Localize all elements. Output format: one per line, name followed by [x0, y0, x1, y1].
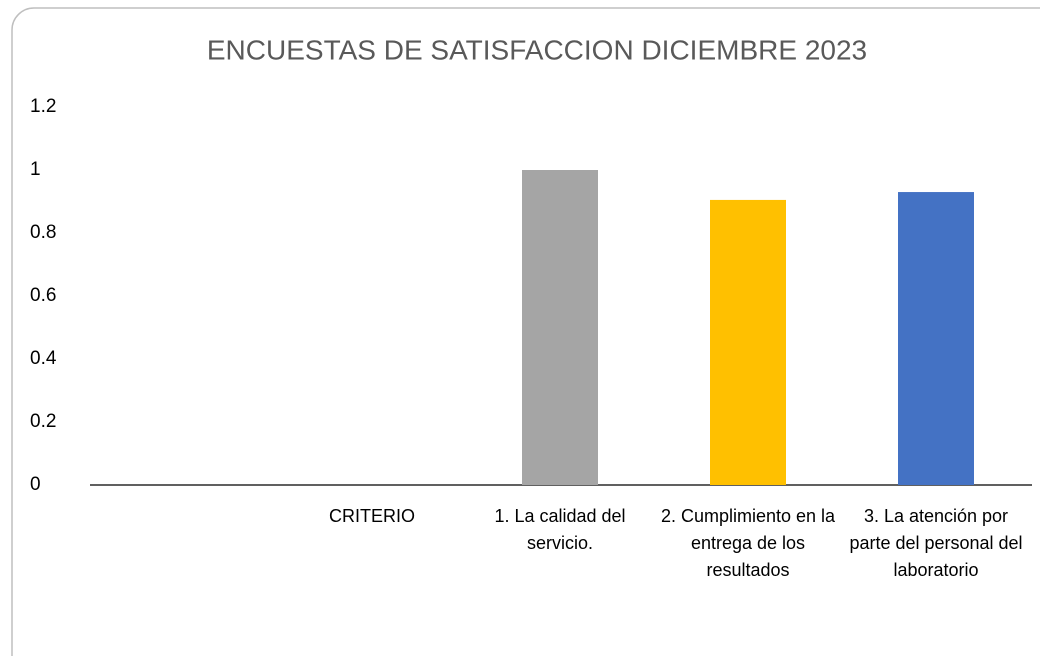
- chart-title: ENCUESTAS DE SATISFACCION DICIEMBRE 2023: [207, 34, 867, 65]
- x-tick-label: 2. Cumplimiento en la entrega de los res…: [660, 506, 836, 580]
- x-tick-label: 3. La atención por parte del personal de…: [849, 506, 1023, 580]
- y-tick-label: 0.6: [30, 285, 56, 306]
- y-tick-label: 0.4: [30, 348, 57, 369]
- y-tick-label: 1.2: [30, 96, 56, 117]
- y-tick-label: 0: [30, 474, 41, 495]
- y-tick-label: 0.8: [30, 222, 56, 243]
- bar: [898, 192, 974, 486]
- bar: [522, 170, 598, 485]
- x-tick-label: CRITERIO: [328, 506, 415, 526]
- bar: [710, 199, 786, 486]
- y-tick-label: 0.2: [30, 411, 56, 432]
- y-tick-label: 1: [30, 159, 41, 180]
- x-tick-label: 1. La calidad del servicio.: [494, 506, 626, 553]
